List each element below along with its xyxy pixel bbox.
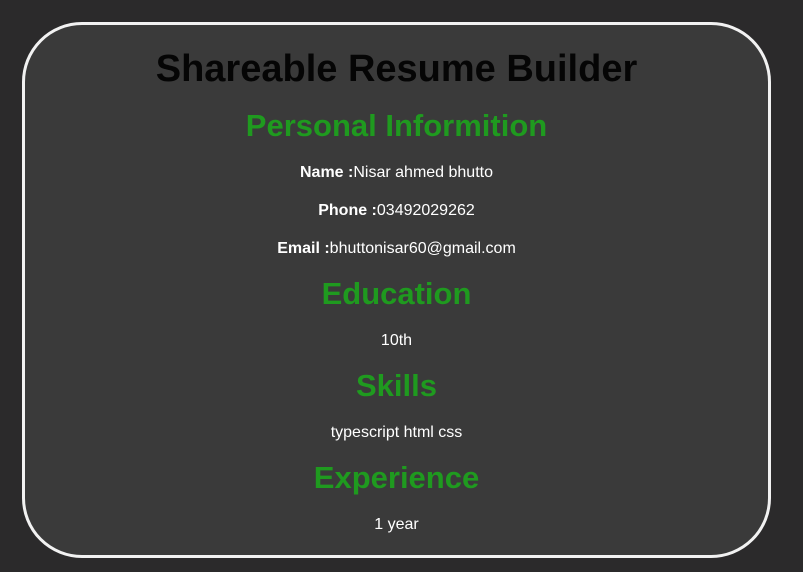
- education-value: 10th: [380, 332, 413, 349]
- email-row: Email :bhuttonisar60@gmail.com: [25, 239, 768, 259]
- phone-value: 03492029262: [376, 202, 475, 219]
- email-label: Email :: [277, 240, 330, 257]
- phone-label: Phone :: [318, 202, 377, 219]
- page-title: Shareable Resume Builder: [155, 48, 638, 90]
- resume-card: Shareable Resume Builder Personal Inform…: [22, 22, 771, 558]
- education-heading: Education: [321, 276, 472, 311]
- name-value: Nisar ahmed bhutto: [353, 164, 493, 181]
- experience-value: 1 year: [374, 516, 419, 533]
- name-label: Name :: [300, 164, 354, 181]
- phone-row: Phone :03492029262: [25, 201, 768, 221]
- skills-value: typescript html css: [330, 424, 463, 441]
- email-value: bhuttonisar60@gmail.com: [329, 240, 516, 257]
- skills-heading: Skills: [356, 368, 437, 403]
- experience-heading: Experience: [313, 460, 480, 495]
- personal-info-heading: Personal Informition: [245, 108, 548, 143]
- name-row: Name :Nisar ahmed bhutto: [25, 163, 768, 183]
